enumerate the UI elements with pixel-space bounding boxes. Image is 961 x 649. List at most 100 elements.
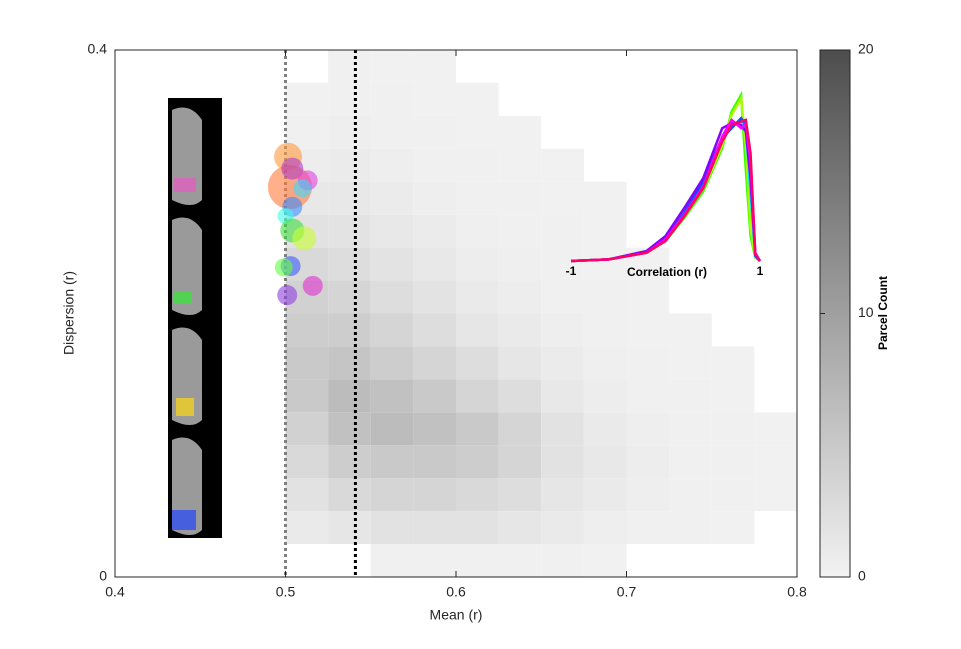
heat-cell — [115, 50, 158, 83]
heat-cell — [584, 50, 627, 83]
heat-cell — [669, 116, 712, 149]
heat-cell — [456, 50, 499, 83]
heat-cell — [498, 115, 542, 149]
heatmap — [115, 50, 797, 577]
heat-cell — [583, 214, 627, 248]
heat-cell — [243, 50, 286, 83]
heat-cell — [115, 346, 158, 379]
x-axis-label: Mean (r) — [430, 607, 483, 623]
heat-cell — [754, 445, 797, 479]
heat-cell — [541, 116, 584, 149]
heat-cell — [498, 346, 542, 380]
heat-cell — [754, 478, 797, 512]
heat-cell — [370, 511, 414, 545]
heat-cell — [370, 445, 414, 479]
y-axis-label: Dispersion (r) — [61, 271, 77, 355]
inset-x-label: Correlation (r) — [627, 265, 707, 279]
heat-cell — [499, 50, 542, 83]
heat-cell — [413, 478, 456, 512]
heat-cell — [200, 544, 243, 577]
heat-cell — [456, 346, 499, 380]
heat-cell — [413, 280, 456, 314]
heat-cell — [583, 247, 627, 281]
heat-cell — [413, 313, 456, 347]
heat-cell — [413, 50, 456, 83]
heat-cell — [669, 379, 712, 413]
heat-cell — [712, 215, 755, 248]
heat-cell — [754, 314, 797, 347]
heat-cell — [541, 247, 584, 281]
heat-cell — [754, 544, 797, 577]
heat-cell — [370, 148, 414, 182]
heat-cell — [115, 511, 158, 544]
heat-cell — [541, 148, 584, 182]
heat-cell — [328, 280, 371, 314]
heat-cell — [498, 313, 542, 347]
heat-cell — [328, 50, 371, 83]
heat-cell — [285, 478, 329, 512]
heat-cell — [583, 379, 627, 413]
heat-cell — [328, 412, 371, 446]
heat-cell — [370, 346, 414, 380]
heat-cell — [285, 511, 329, 545]
heat-cell — [498, 280, 542, 314]
heat-cell — [413, 247, 456, 281]
heat-cell — [413, 148, 456, 182]
heat-cell — [115, 379, 158, 412]
heat-cell — [115, 314, 158, 347]
heat-cell — [669, 412, 712, 446]
y-tick-label: 0.4 — [88, 41, 108, 57]
heat-cell — [627, 83, 670, 116]
heat-cell — [754, 281, 797, 314]
heat-cell — [115, 248, 158, 281]
heat-cell — [413, 346, 456, 380]
density-curve — [570, 118, 762, 263]
heat-cell — [328, 82, 371, 116]
heat-cell — [115, 412, 158, 445]
heat-cell — [583, 181, 627, 215]
heat-cell — [754, 50, 797, 83]
heat-cell — [754, 511, 797, 544]
heat-cell — [413, 82, 456, 116]
heat-cell — [370, 379, 414, 413]
heat-cell — [243, 346, 286, 379]
heat-cell — [498, 148, 542, 182]
heat-cell — [456, 544, 499, 577]
heat-cell — [498, 478, 542, 512]
heat-cell — [541, 478, 584, 512]
heat-cell — [711, 346, 755, 380]
heat-cell — [541, 50, 584, 83]
heat-cell — [583, 280, 627, 314]
heat-cell — [115, 149, 158, 182]
heat-cell — [498, 445, 542, 479]
heat-cell — [711, 445, 755, 479]
heat-cell — [413, 511, 456, 545]
x-tick-label: 0.5 — [276, 584, 296, 600]
heat-cell — [370, 50, 414, 83]
heat-cell — [370, 313, 414, 347]
heat-cell — [285, 445, 329, 479]
heat-cell — [498, 247, 542, 281]
heat-cell — [669, 281, 712, 314]
heat-cell — [754, 149, 797, 182]
heat-cell — [456, 313, 499, 347]
heat-cell — [370, 478, 414, 512]
bubble — [302, 275, 323, 296]
x-tick-label: 0.6 — [446, 584, 466, 600]
heat-cell — [711, 412, 755, 446]
heat-cell — [158, 50, 201, 83]
heat-cell — [328, 313, 371, 347]
heat-cell — [456, 379, 499, 413]
heat-cell — [711, 511, 755, 545]
x-tick-label: 0.7 — [617, 584, 637, 600]
heat-cell — [583, 412, 627, 446]
heat-cell — [627, 116, 670, 149]
heat-cell — [541, 544, 584, 577]
heat-cell — [370, 544, 414, 577]
heat-cell — [627, 544, 670, 577]
heat-cell — [583, 313, 627, 347]
bubble — [281, 157, 304, 180]
heat-cell — [541, 181, 584, 215]
heat-cell — [498, 379, 542, 413]
